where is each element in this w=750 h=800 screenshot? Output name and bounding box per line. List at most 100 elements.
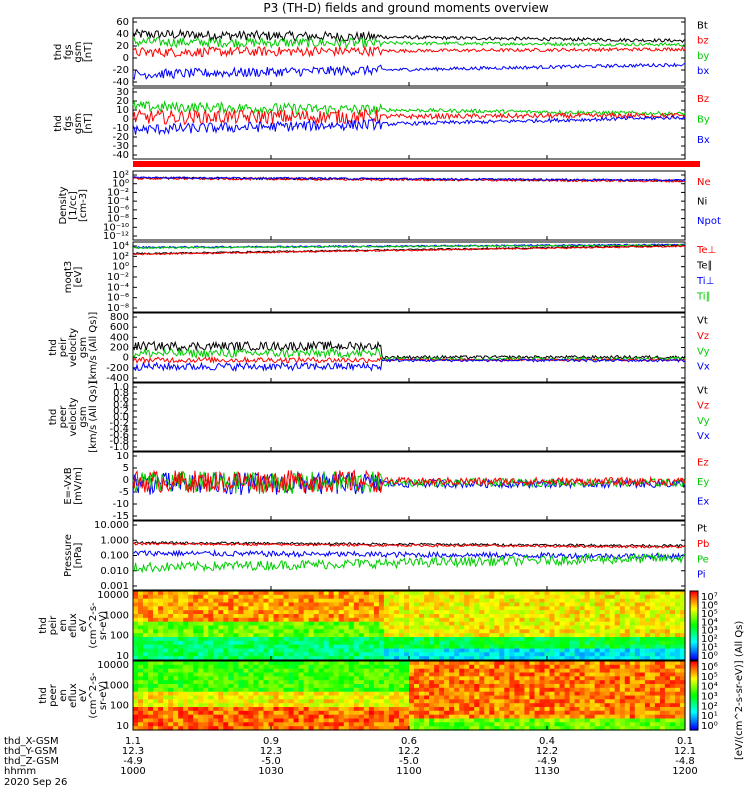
spectrogram-cell — [228, 718, 234, 723]
spectrogram-cell — [494, 726, 500, 731]
spectrogram-cell — [188, 687, 194, 693]
legend-entry: Ti∥ — [696, 292, 711, 303]
spectrogram-cell — [388, 661, 395, 666]
spectrogram-cell — [173, 672, 179, 677]
spectrogram-cell — [444, 633, 450, 638]
spectrogram-cell — [444, 710, 450, 716]
y-title-line: peir — [48, 615, 59, 635]
spectrogram-cell — [524, 722, 530, 727]
spectrogram-cell — [273, 629, 280, 634]
spectrogram-cell — [559, 668, 566, 674]
spectrogram-cell — [474, 703, 480, 708]
spectrogram-cell — [298, 652, 305, 657]
spectrogram-cell — [353, 625, 360, 630]
spectrogram-cell — [153, 714, 159, 720]
spectrogram-cell — [414, 640, 420, 646]
spectrogram-cell — [168, 722, 174, 727]
spectrogram-cell — [373, 672, 380, 677]
spectrogram-cell — [639, 637, 646, 642]
spectrogram-cell — [609, 714, 616, 720]
spectrogram-cell — [649, 598, 656, 604]
spectrogram-cell — [579, 640, 586, 646]
spectrogram-cell — [163, 676, 169, 681]
spectrogram-cell — [469, 707, 475, 712]
spectrogram-cell — [464, 714, 470, 720]
spectrogram-cell — [569, 664, 576, 670]
spectrogram-cell — [393, 591, 400, 596]
spectrogram-cell — [534, 691, 541, 697]
spectrogram-cell — [223, 598, 229, 604]
spectrogram-cell — [173, 726, 179, 731]
spectrogram-cell — [388, 703, 395, 708]
spectrogram-cell — [198, 714, 204, 720]
spectrogram-cell — [318, 617, 325, 623]
spectrogram-cell — [298, 707, 305, 712]
spectrogram-cell — [213, 726, 219, 731]
spectrogram-cell — [383, 610, 390, 615]
spectrogram-cell — [464, 606, 470, 611]
spectrogram-cell — [439, 656, 445, 661]
spectrogram-cell — [634, 633, 641, 638]
spectrogram-cell — [313, 676, 320, 681]
spectrogram-cell — [624, 637, 631, 642]
spectrogram-cell — [158, 598, 164, 604]
spectrogram-cell — [474, 680, 480, 685]
spectrogram-cell — [378, 703, 385, 708]
spectrogram-cell — [664, 668, 671, 674]
legend-entry: Pb — [697, 539, 709, 550]
spectrogram-cell — [414, 617, 420, 623]
legend-entry: bx — [697, 66, 709, 77]
spectrogram-cell — [298, 594, 305, 600]
spectrogram-cell — [303, 625, 310, 630]
spectrogram-cell — [589, 591, 596, 596]
spectrogram-cell — [414, 594, 420, 600]
series-bz — [132, 44, 686, 58]
spectrogram-cell — [273, 676, 280, 681]
spectrogram-cell — [594, 606, 601, 611]
spectrogram-cell — [288, 707, 295, 712]
spectrogram-cell — [444, 648, 450, 653]
spectrogram-cell — [298, 661, 305, 666]
spectrogram-cell — [278, 714, 285, 720]
spectrogram-cell — [489, 598, 495, 604]
spectrogram-cell — [393, 633, 400, 638]
spectrogram-cell — [484, 640, 490, 646]
spectrogram-cell — [644, 710, 651, 716]
spectrogram-cell — [454, 680, 460, 685]
spectrogram-cell — [293, 591, 300, 596]
spectrogram-cell — [283, 699, 290, 704]
spectrogram-cell — [614, 629, 621, 634]
spectrogram-cell — [288, 695, 295, 700]
spectrogram-cell — [599, 629, 606, 634]
spectrogram-cell — [494, 691, 500, 697]
spectrogram-cell — [283, 710, 290, 716]
spectrogram-cell — [193, 625, 199, 630]
spectrogram-cell — [348, 726, 355, 731]
spectrogram-cell — [383, 617, 390, 623]
spectrogram-cell — [654, 684, 661, 689]
spectrogram-cell — [579, 722, 586, 727]
spectrogram-cell — [358, 633, 365, 638]
colorbar-cell — [690, 594, 698, 597]
spectrogram-cell — [268, 695, 275, 700]
spectrogram-cell — [524, 676, 530, 681]
spectrogram-cell — [629, 652, 636, 657]
spectrogram-cell — [283, 695, 290, 700]
spectrogram-cell — [288, 676, 295, 681]
spectrogram-cell — [589, 687, 596, 693]
spectrogram-cell — [429, 676, 435, 681]
spectrogram-cell — [263, 668, 270, 674]
spectrogram-cell — [223, 684, 229, 689]
spectrogram-cell — [564, 648, 571, 653]
spectrogram-cell — [343, 718, 350, 723]
spectrogram-cell — [594, 598, 601, 604]
spectrogram-cell — [519, 633, 525, 638]
series-By — [132, 100, 686, 117]
spectrogram-cell — [444, 672, 450, 677]
spectrogram-cell — [654, 652, 661, 657]
y-tick-label: 10⁰ — [112, 262, 129, 273]
spectrogram-cell — [529, 652, 535, 657]
spectrogram-cell — [404, 625, 410, 630]
spectrogram-cell — [238, 617, 244, 623]
spectrogram-cell — [138, 610, 144, 615]
